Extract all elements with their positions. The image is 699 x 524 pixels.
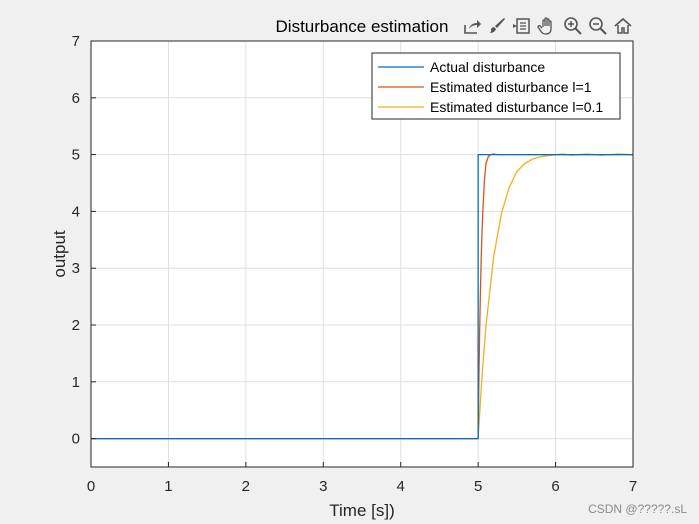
series-line-1 (91, 153, 633, 440)
zoom-out-icon[interactable] (586, 14, 609, 38)
y-tick-label: 0 (72, 431, 80, 448)
pan-hand-icon[interactable] (536, 14, 559, 38)
x-tick-label: 3 (319, 478, 327, 495)
x-ticks: 0 1 2 3 4 5 6 7 (87, 462, 637, 495)
x-tick-label: 1 (164, 478, 172, 495)
legend[interactable]: Actual disturbance Estimated disturbance … (371, 52, 621, 120)
export-icon[interactable] (460, 14, 483, 38)
y-axis-label: output (50, 230, 69, 278)
axes-toolbar (460, 12, 635, 40)
legend-label-2: Estimated disturbance l=1 (430, 79, 592, 95)
x-tick-label: 4 (397, 478, 405, 495)
x-tick-label: 2 (242, 478, 250, 495)
home-icon[interactable] (612, 14, 635, 38)
x-tick-label: 7 (629, 478, 637, 495)
zoom-in-icon[interactable] (561, 14, 584, 38)
x-tick-label: 0 (87, 478, 95, 495)
axes-box (90, 40, 634, 468)
y-tick-label: 5 (72, 147, 80, 164)
y-ticks: 0 1 2 3 4 5 6 7 (72, 33, 96, 448)
y-tick-label: 7 (72, 33, 80, 50)
chart-title: Disturbance estimation (276, 17, 449, 36)
brush-icon[interactable] (485, 14, 508, 38)
legend-label-3: Estimated disturbance l=0.1 (430, 99, 603, 115)
x-axis-label: Time [s]) (329, 501, 394, 520)
legend-label-1: Actual disturbance (430, 59, 545, 75)
y-tick-label: 4 (72, 203, 80, 220)
datatip-icon[interactable] (511, 14, 534, 38)
y-tick-label: 6 (72, 90, 80, 107)
legend-box (371, 52, 621, 120)
y-tick-label: 3 (72, 260, 80, 277)
x-tick-label: 6 (551, 478, 559, 495)
y-tick-label: 2 (72, 317, 80, 334)
y-tick-label: 1 (72, 374, 80, 391)
watermark: CSDN @?????.sL (588, 502, 687, 516)
x-tick-label: 5 (474, 478, 482, 495)
series-layer (91, 153, 634, 440)
